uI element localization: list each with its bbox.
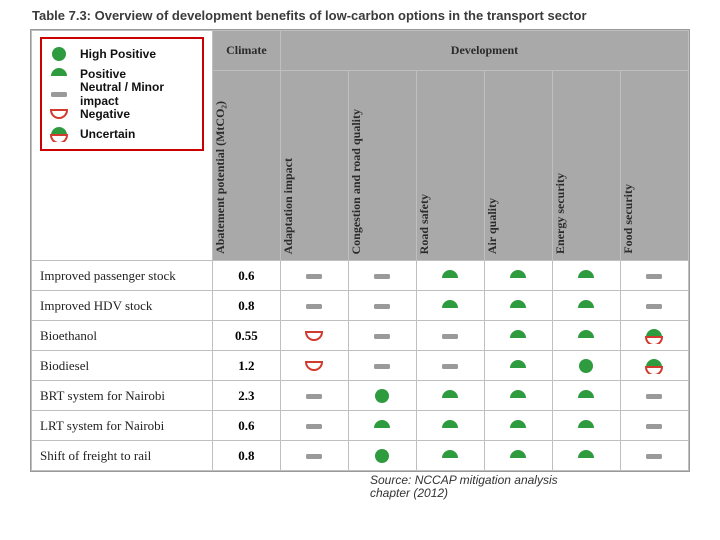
table-caption: Table 7.3: Overview of development benef… xyxy=(32,8,690,23)
neutral-icon xyxy=(280,291,348,321)
neutral-icon xyxy=(348,321,416,351)
high_positive-icon xyxy=(348,381,416,411)
neutral-icon xyxy=(48,86,70,102)
positive-icon xyxy=(552,291,620,321)
positive-icon xyxy=(484,291,552,321)
abatement-value: 0.55 xyxy=(212,321,280,351)
uncertain-icon xyxy=(620,351,688,381)
table-row: Shift of freight to rail0.8 xyxy=(32,441,689,471)
neutral-icon xyxy=(348,261,416,291)
neutral-icon xyxy=(620,411,688,441)
source-attribution: Source: NCCAP mitigation analysis chapte… xyxy=(370,474,690,500)
table-body: Improved passenger stock0.6Improved HDV … xyxy=(32,261,689,471)
neutral-icon xyxy=(416,321,484,351)
legend-cell: High Positive Positive Neutral / Minor i… xyxy=(32,31,213,261)
neutral-icon xyxy=(620,291,688,321)
legend-label: Neutral / Minor impact xyxy=(80,80,196,108)
header-col-5: Food security xyxy=(620,71,688,261)
positive-icon xyxy=(552,381,620,411)
legend-label: High Positive xyxy=(80,47,156,61)
positive-icon xyxy=(484,411,552,441)
legend-box: High Positive Positive Neutral / Minor i… xyxy=(40,37,204,151)
positive-icon xyxy=(416,381,484,411)
benefits-table: High Positive Positive Neutral / Minor i… xyxy=(31,30,689,471)
positive-icon xyxy=(416,291,484,321)
legend-uncertain: Uncertain xyxy=(48,125,196,143)
source-line-1: Source: NCCAP mitigation analysis xyxy=(370,473,558,487)
positive-icon xyxy=(416,441,484,471)
positive-icon xyxy=(552,321,620,351)
neutral-icon xyxy=(280,261,348,291)
positive-icon xyxy=(416,261,484,291)
high_positive-icon xyxy=(552,351,620,381)
row-label: Improved passenger stock xyxy=(32,261,213,291)
high_positive-icon xyxy=(348,441,416,471)
abatement-value: 1.2 xyxy=(212,351,280,381)
legend-label: Negative xyxy=(80,107,130,121)
abatement-value: 0.6 xyxy=(212,411,280,441)
abatement-value: 2.3 xyxy=(212,381,280,411)
header-col-0: Adaptation impact xyxy=(280,71,348,261)
table-row: BRT system for Nairobi2.3 xyxy=(32,381,689,411)
row-label: Biodiesel xyxy=(32,351,213,381)
negative-icon xyxy=(280,321,348,351)
abatement-value: 0.8 xyxy=(212,441,280,471)
legend-neutral: Neutral / Minor impact xyxy=(48,85,196,103)
legend-label: Uncertain xyxy=(80,127,135,141)
row-label: Shift of freight to rail xyxy=(32,441,213,471)
positive-icon xyxy=(484,261,552,291)
positive-icon xyxy=(552,411,620,441)
uncertain-icon xyxy=(620,321,688,351)
header-col-1: Congestion and road quality xyxy=(348,71,416,261)
header-col-value: Abatement potential (MtCO₂) xyxy=(212,71,280,261)
positive-icon xyxy=(484,381,552,411)
table-row: Bioethanol0.55 xyxy=(32,321,689,351)
header-development: Development xyxy=(280,31,688,71)
header-col-2: Road safety xyxy=(416,71,484,261)
neutral-icon xyxy=(416,351,484,381)
neutral-icon xyxy=(620,441,688,471)
row-label: Bioethanol xyxy=(32,321,213,351)
positive-icon xyxy=(552,261,620,291)
header-climate: Climate xyxy=(212,31,280,71)
table-row: Improved HDV stock0.8 xyxy=(32,291,689,321)
uncertain-icon xyxy=(48,126,70,142)
row-label: LRT system for Nairobi xyxy=(32,411,213,441)
legend-label: Positive xyxy=(80,67,126,81)
neutral-icon xyxy=(280,381,348,411)
neutral-icon xyxy=(280,441,348,471)
neutral-icon xyxy=(348,291,416,321)
legend-high-positive: High Positive xyxy=(48,45,196,63)
neutral-icon xyxy=(280,411,348,441)
high-positive-icon xyxy=(48,46,70,62)
table-row: LRT system for Nairobi0.6 xyxy=(32,411,689,441)
row-label: Improved HDV stock xyxy=(32,291,213,321)
abatement-value: 0.6 xyxy=(212,261,280,291)
positive-icon xyxy=(48,66,70,82)
neutral-icon xyxy=(620,381,688,411)
positive-icon xyxy=(484,321,552,351)
header-col-4: Energy security xyxy=(552,71,620,261)
positive-icon xyxy=(484,351,552,381)
positive-icon xyxy=(552,441,620,471)
neutral-icon xyxy=(348,351,416,381)
negative-icon xyxy=(48,106,70,122)
header-col-3: Air quality xyxy=(484,71,552,261)
table-row: Biodiesel1.2 xyxy=(32,351,689,381)
row-label: BRT system for Nairobi xyxy=(32,381,213,411)
positive-icon xyxy=(416,411,484,441)
neutral-icon xyxy=(620,261,688,291)
table-row: Improved passenger stock0.6 xyxy=(32,261,689,291)
table-wrapper: High Positive Positive Neutral / Minor i… xyxy=(30,29,690,472)
positive-icon xyxy=(484,441,552,471)
negative-icon xyxy=(280,351,348,381)
abatement-value: 0.8 xyxy=(212,291,280,321)
positive-icon xyxy=(348,411,416,441)
source-line-2: chapter (2012) xyxy=(370,486,448,500)
